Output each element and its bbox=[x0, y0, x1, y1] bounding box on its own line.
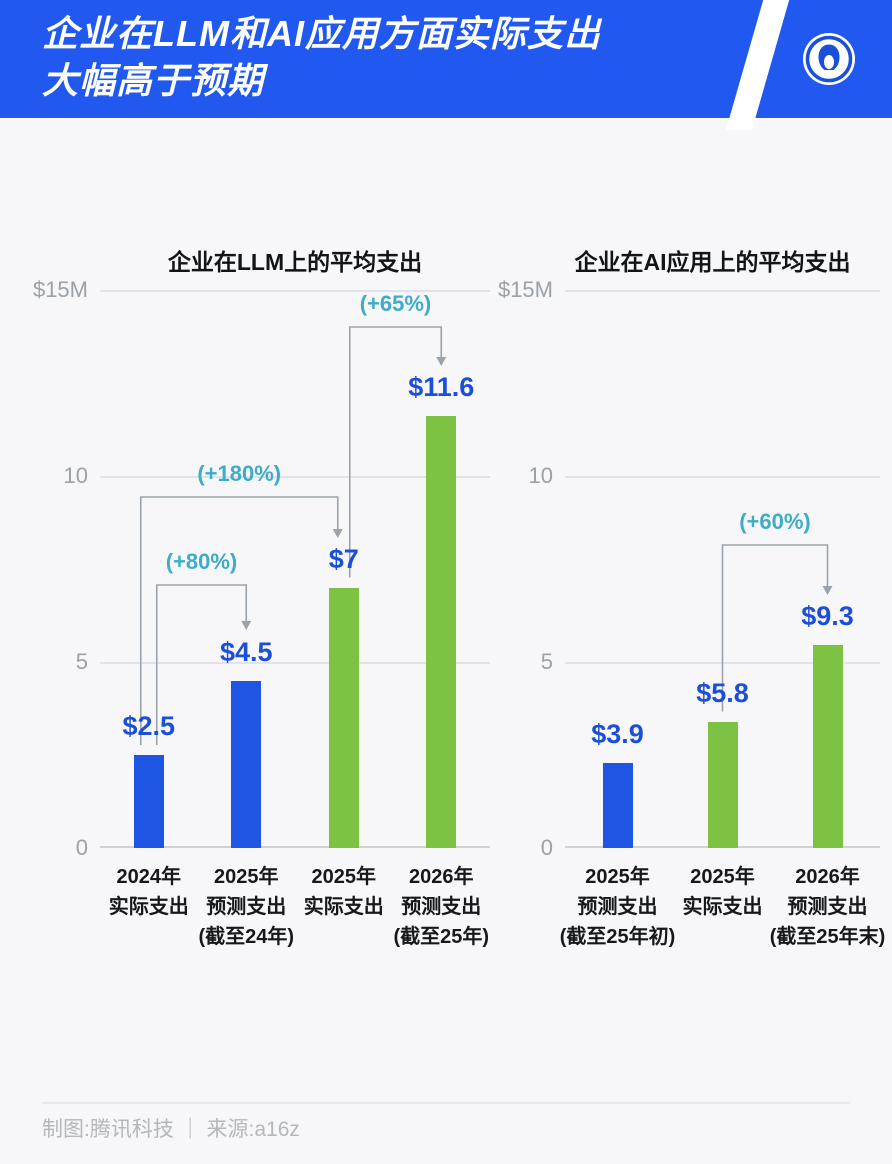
bar-value-label: $4.5 bbox=[219, 636, 273, 667]
gridline bbox=[100, 476, 490, 478]
y-axis-label: $15M bbox=[497, 277, 553, 302]
footer-credit: 制图:腾讯科技 ｜ 来源:a16z bbox=[42, 1118, 300, 1141]
bar bbox=[328, 587, 359, 848]
annotation-label: (+65%) bbox=[359, 291, 432, 316]
page-title-line1: 企业在LLM和AI应用方面实际支出 bbox=[42, 13, 601, 54]
y-axis-label: 10 bbox=[528, 463, 553, 488]
x-axis-label: 2025年 预测支出 (截至24年) bbox=[198, 866, 295, 948]
bar-value-label: $3.9 bbox=[591, 718, 644, 749]
bar bbox=[231, 680, 262, 848]
page-title-line2: 大幅高于预期 bbox=[42, 60, 265, 101]
bar bbox=[602, 762, 633, 848]
y-axis-label: $15M bbox=[32, 277, 88, 302]
gridline bbox=[100, 662, 490, 664]
chart-title: 企业在LLM上的平均支出 bbox=[167, 249, 423, 276]
bar-value-label: $2.5 bbox=[122, 711, 176, 741]
gridline bbox=[565, 476, 880, 478]
annotation-arrows bbox=[139, 326, 447, 745]
x-axis-label: 2024年 实际支出 bbox=[108, 866, 189, 918]
annotation-label: (+80%) bbox=[165, 549, 238, 574]
gridline bbox=[565, 290, 880, 292]
x-axis-label: 2026年 预测支出 (截至25年末) bbox=[769, 866, 886, 948]
bar bbox=[707, 721, 738, 848]
gridline bbox=[100, 846, 490, 848]
bar-value-label: $7 bbox=[328, 543, 359, 574]
annotation-arrows bbox=[721, 544, 833, 712]
bar-value-label: $11.6 bbox=[408, 372, 475, 403]
bar bbox=[812, 645, 843, 848]
footer-divider bbox=[42, 1102, 850, 1104]
gridline bbox=[100, 290, 490, 292]
page-title: 企业在LLM和AI应用方面实际支出 大幅高于预期 bbox=[42, 10, 601, 104]
x-axis-label: 2025年 预测支出 (截至25年初) bbox=[559, 866, 676, 948]
annotation-label: (+60%) bbox=[739, 509, 811, 534]
bar bbox=[426, 416, 457, 848]
tencent-tech-logo-icon bbox=[802, 32, 856, 86]
y-axis-label: 5 bbox=[75, 649, 88, 674]
chart-title: 企业在AI应用上的平均支出 bbox=[574, 249, 851, 276]
bar bbox=[133, 755, 164, 848]
plot-area: $15M 10 5 0 (+60%) $3.9 2025年 预测支出 (截至25年初) $5.8 2… bbox=[498, 277, 885, 948]
y-axis-label: 0 bbox=[75, 835, 88, 860]
header-banner: 企业在LLM和AI应用方面实际支出 大幅高于预期 bbox=[0, 0, 892, 130]
plot-area: $15M 10 5 0 (+80%) (+180%) (+65%) $2.5 2024年 实际支出… bbox=[33, 277, 490, 948]
x-axis-label: 2025年 实际支出 bbox=[682, 866, 763, 918]
annotation-label: (+180%) bbox=[197, 461, 282, 486]
y-axis-label: 0 bbox=[540, 835, 553, 860]
header-diagonal-divider bbox=[725, 0, 793, 130]
y-axis-label: 10 bbox=[63, 463, 88, 488]
x-axis-label: 2025年 实际支出 bbox=[303, 866, 384, 918]
bar-value-label: $5.8 bbox=[696, 677, 749, 708]
y-axis-label: 5 bbox=[540, 649, 553, 674]
x-axis-label: 2026年 预测支出 (截至25年) bbox=[393, 866, 490, 948]
bar-value-label: $9.3 bbox=[801, 601, 854, 632]
